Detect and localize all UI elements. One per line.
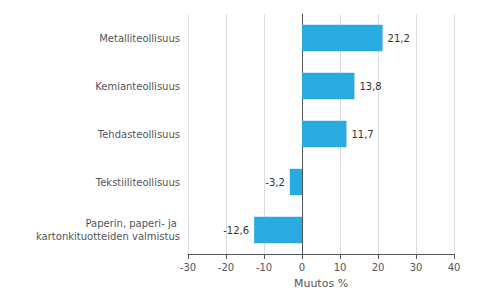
- svg-text:-10: -10: [256, 262, 272, 273]
- svg-text:Metalliteollisuus: Metalliteollisuus: [99, 33, 180, 44]
- svg-text:Muutos %: Muutos %: [294, 277, 348, 290]
- svg-text:-20: -20: [218, 262, 234, 273]
- svg-text:13,8: 13,8: [359, 81, 381, 92]
- svg-text:-30: -30: [180, 262, 196, 273]
- svg-text:30: 30: [410, 262, 423, 273]
- svg-text:Paperin, paperi- ja: Paperin, paperi- ja: [85, 218, 180, 229]
- svg-text:11,7: 11,7: [351, 129, 373, 140]
- svg-text:40: 40: [448, 262, 461, 273]
- svg-text:Kemianteollisuus: Kemianteollisuus: [95, 81, 180, 92]
- svg-text:-12,6: -12,6: [223, 225, 249, 236]
- svg-text:20: 20: [372, 262, 385, 273]
- svg-text:0: 0: [299, 262, 305, 273]
- svg-text:21,2: 21,2: [388, 33, 410, 44]
- svg-text:Tehdasteollisuus: Tehdasteollisuus: [97, 129, 180, 140]
- svg-text:10: 10: [334, 262, 347, 273]
- svg-text:-3,2: -3,2: [265, 177, 285, 188]
- svg-text:kartonkituotteiden valmistus: kartonkituotteiden valmistus: [36, 231, 180, 242]
- svg-text:Tekstiiliteollisuus: Tekstiiliteollisuus: [95, 177, 180, 188]
